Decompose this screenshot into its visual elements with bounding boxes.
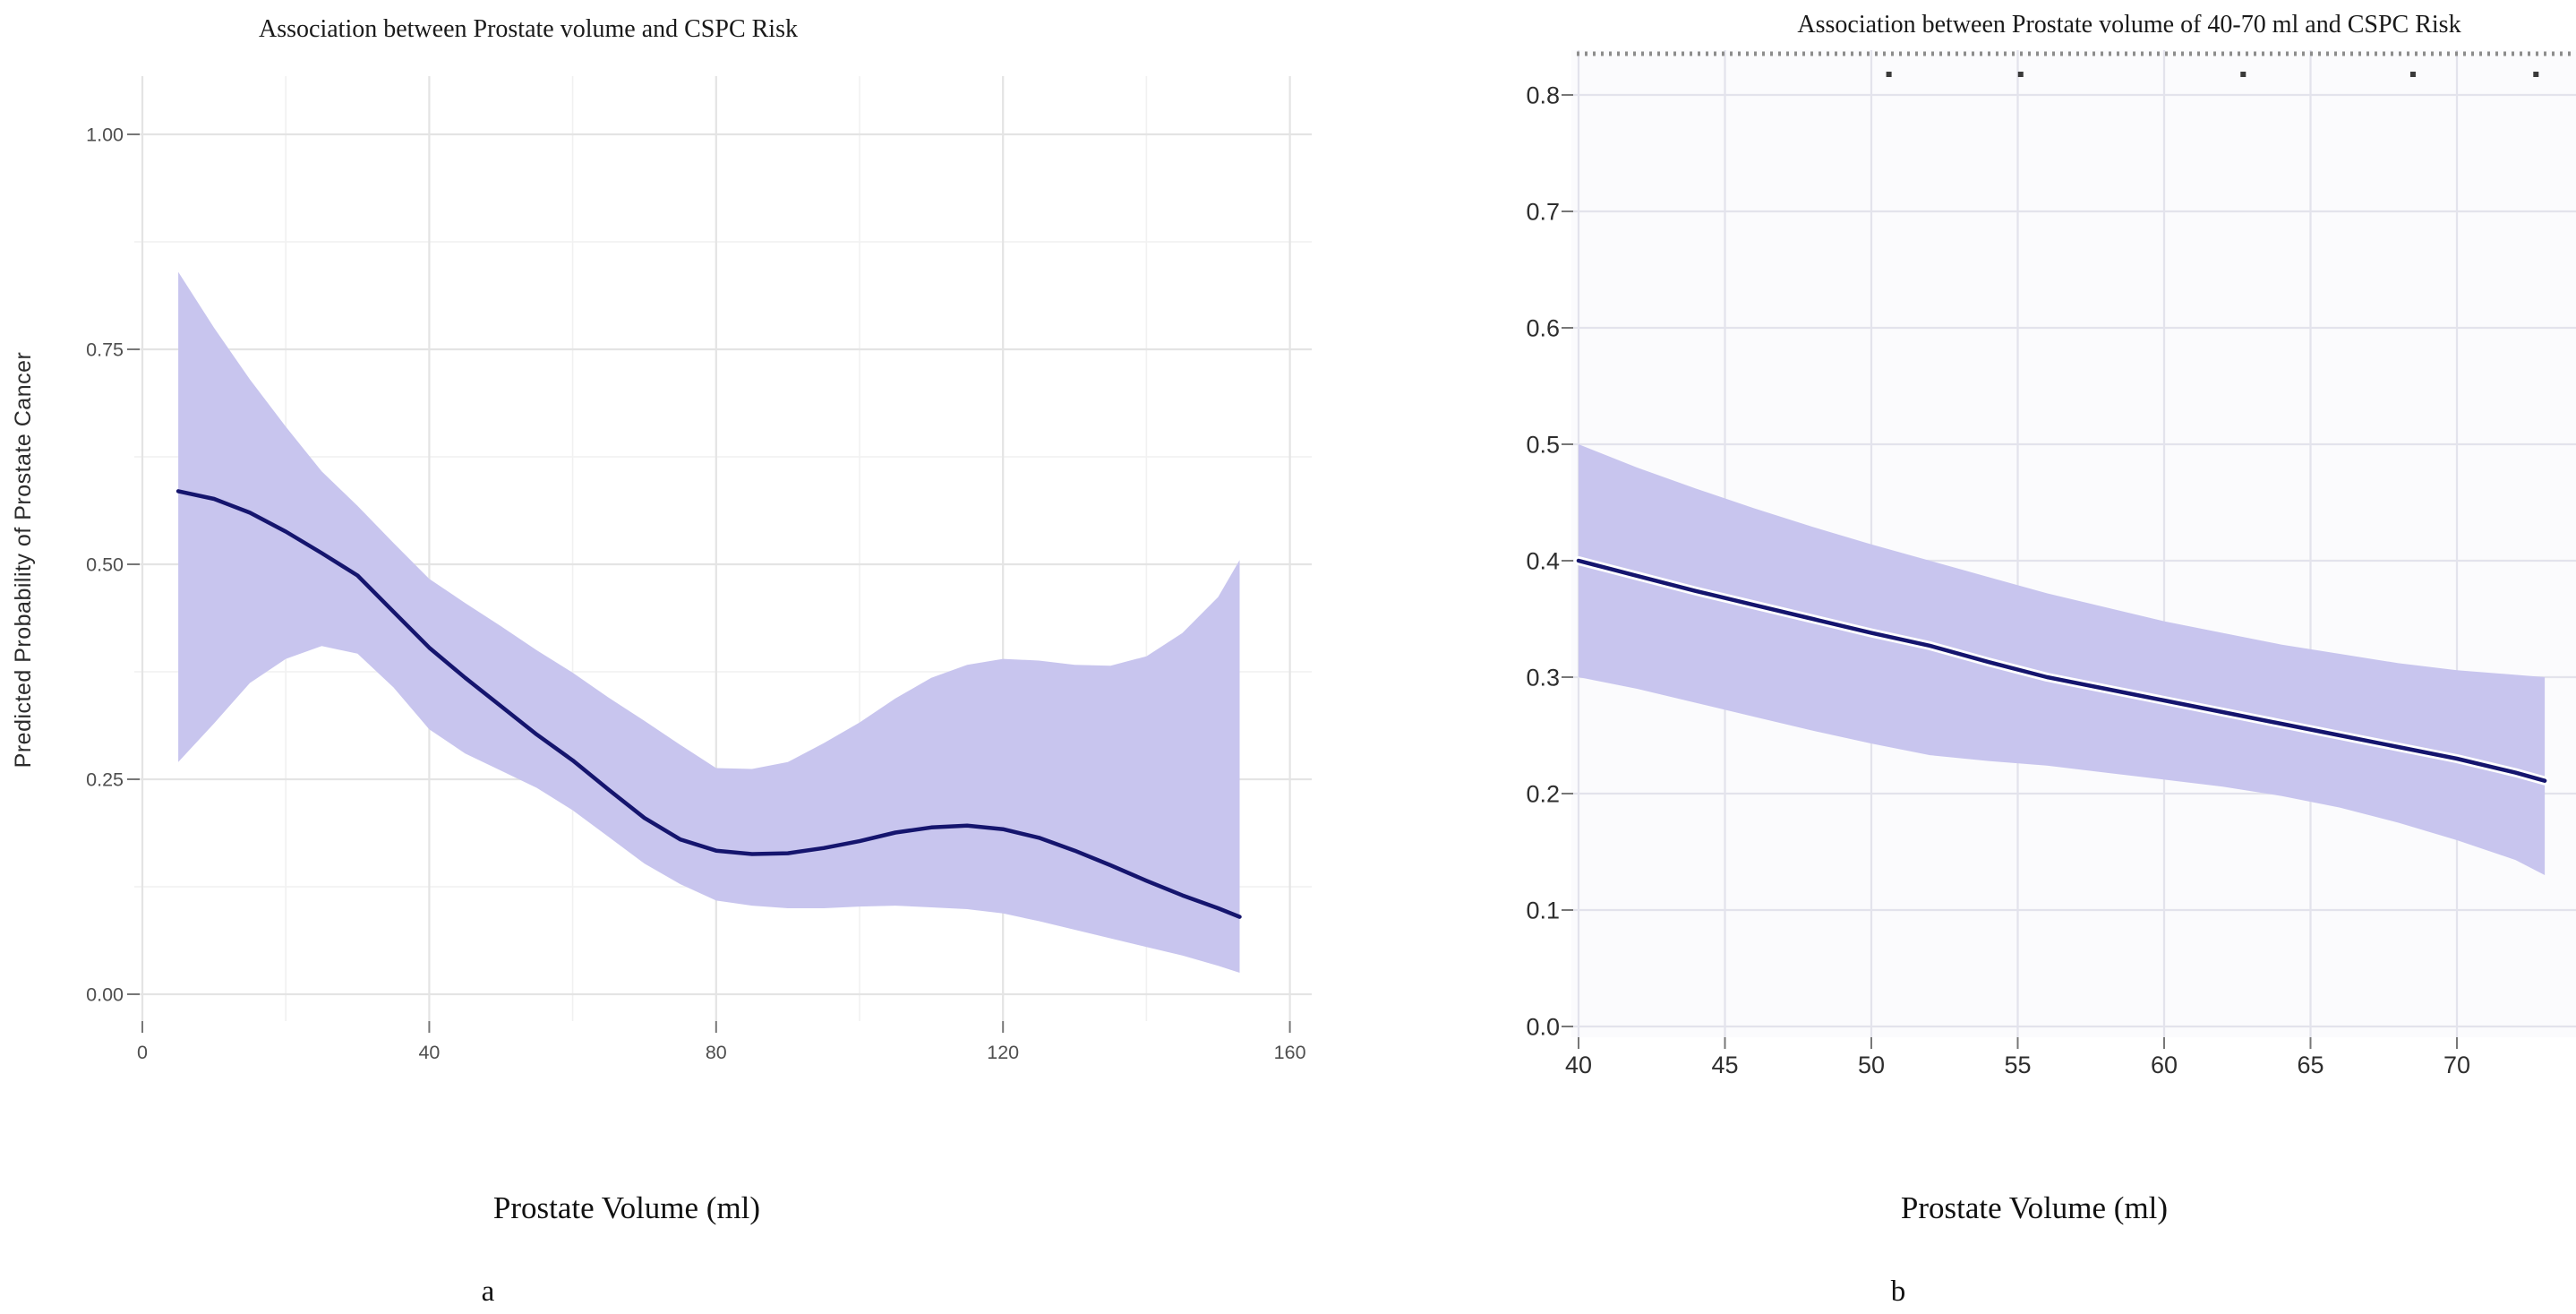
x-axis-tick-label: 120 bbox=[987, 1042, 1019, 1063]
confidence-ribbon bbox=[178, 271, 1240, 974]
data-rug-dot bbox=[2409, 72, 2416, 77]
chart-a-panel-letter: a bbox=[482, 1275, 495, 1308]
y-axis-tick-label: 0.1 bbox=[1526, 897, 1560, 923]
y-axis-tick-label: 0.3 bbox=[1526, 664, 1560, 691]
y-axis-tick-label: 0.6 bbox=[1526, 314, 1560, 341]
fitted-line bbox=[1576, 558, 2547, 783]
y-axis-tick-label: 0.75 bbox=[86, 339, 124, 361]
x-axis-tick-label: 0 bbox=[137, 1042, 148, 1063]
y-axis-tick-label: 0.8 bbox=[1526, 82, 1560, 108]
chart-b-x-axis-label: Prostate Volume (ml) bbox=[1901, 1190, 2168, 1225]
confidence-ribbon bbox=[1579, 444, 2546, 875]
y-axis-tick-label: 0.7 bbox=[1526, 198, 1560, 225]
x-axis-tick-label: 50 bbox=[1858, 1052, 1885, 1078]
x-axis-tick-label: 80 bbox=[706, 1042, 727, 1063]
chart-b-panel: 0.0 0.1 0.2 0.3 0.4 0.5 0.6 0.7 0.8 40 45 50 55 60 65 7… bbox=[1526, 50, 2576, 1078]
data-rug-dot bbox=[2533, 72, 2539, 77]
chart-a-title: Association between Prostate volume and … bbox=[259, 15, 798, 43]
x-axis-tick-label: 65 bbox=[2297, 1052, 2324, 1078]
y-axis-tick-label: 0.5 bbox=[1526, 431, 1560, 458]
chart-b-panel-letter: b bbox=[1891, 1275, 1906, 1308]
data-rug-dot bbox=[2240, 72, 2247, 77]
y-axis-tick-label: 1.00 bbox=[86, 125, 124, 146]
chart-a-y-axis-label: Predicted Probability of Prostate Cancer bbox=[11, 352, 36, 769]
fitted-line bbox=[175, 489, 1242, 919]
chart-a-panel: 0.00 0.25 0.50 0.75 1.00 0 40 80 120 160 bbox=[86, 76, 1312, 1063]
x-axis-tick-label: 160 bbox=[1274, 1042, 1306, 1063]
y-axis-tick-label: 0.50 bbox=[86, 554, 124, 576]
x-axis-tick-label: 70 bbox=[2443, 1052, 2470, 1078]
data-rug-dot bbox=[2017, 72, 2024, 77]
x-axis-tick-label: 55 bbox=[2004, 1052, 2031, 1078]
x-axis-tick-label: 40 bbox=[1565, 1052, 1592, 1078]
y-axis-tick-label: 0.25 bbox=[86, 769, 124, 791]
x-axis-tick-label: 45 bbox=[1711, 1052, 1738, 1078]
x-axis-tick-label: 60 bbox=[2151, 1052, 2178, 1078]
data-rug-dot bbox=[1886, 72, 1892, 77]
chart-a-x-axis-label: Prostate Volume (ml) bbox=[493, 1190, 760, 1225]
y-axis-tick-label: 0.4 bbox=[1526, 547, 1560, 574]
x-axis-tick-label: 40 bbox=[418, 1042, 440, 1063]
y-axis-tick-label: 0.00 bbox=[86, 984, 124, 1006]
y-axis-tick-label: 0.0 bbox=[1526, 1013, 1560, 1040]
chart-b-title: Association between Prostate volume of 4… bbox=[1797, 11, 2460, 39]
y-axis-tick-label: 0.2 bbox=[1526, 780, 1560, 807]
